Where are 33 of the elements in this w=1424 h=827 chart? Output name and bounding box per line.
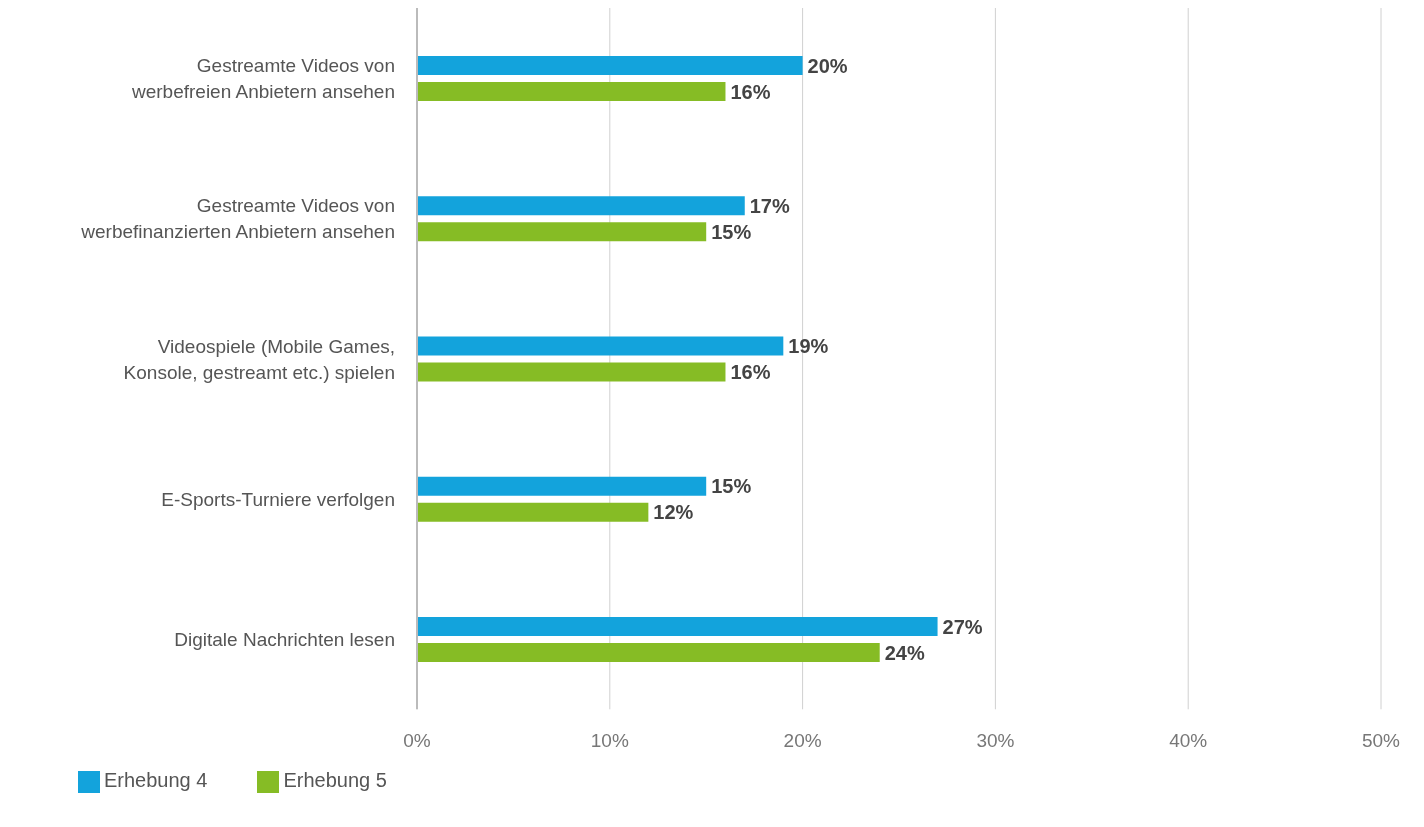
data-label: 16% — [730, 80, 771, 103]
y-tick-label: E-Sports-Turniere verfolgen — [161, 488, 395, 510]
y-tick-label: Gestreamte Videos von werbefreien Anbietern ansehen — [130, 54, 395, 102]
x-tick-label: 20% — [783, 729, 822, 751]
x-tick-label: 50% — [1361, 729, 1401, 751]
y-tick-label: Videospiele (Mobile Games, Konsole, gestreamt etc.) spielen — [123, 335, 395, 383]
y-tick-label: Gestreamte Videos von werbefinanzierten Anbietern ansehen — [80, 194, 395, 242]
bar — [417, 56, 803, 75]
data-label: 12% — [653, 501, 694, 524]
y-tick-label: Digitale Nachrichten lesen — [174, 628, 395, 650]
bar — [417, 617, 938, 637]
legend-label: Erhebung 5 — [283, 769, 387, 792]
data-label: 16% — [730, 361, 771, 384]
data-label: 15% — [711, 220, 752, 243]
data-label: 24% — [884, 641, 925, 664]
bar — [417, 82, 726, 101]
bar — [417, 502, 649, 522]
bar — [417, 196, 745, 216]
data-label: 19% — [788, 335, 829, 358]
data-label: 17% — [749, 194, 791, 217]
data-label: 27% — [942, 615, 983, 638]
legend-label: Erhebung 4 — [104, 769, 208, 792]
bar — [417, 222, 707, 242]
x-tick-label: 30% — [976, 729, 1015, 751]
bar — [417, 336, 784, 356]
bar — [417, 643, 880, 663]
bar — [417, 476, 707, 496]
bar — [417, 362, 726, 382]
x-tick-label: 40% — [1169, 729, 1208, 751]
x-tick-label: 10% — [590, 729, 629, 751]
x-tick-label: 0% — [403, 729, 431, 751]
data-label: 15% — [711, 475, 752, 498]
data-label: 20% — [807, 54, 848, 77]
